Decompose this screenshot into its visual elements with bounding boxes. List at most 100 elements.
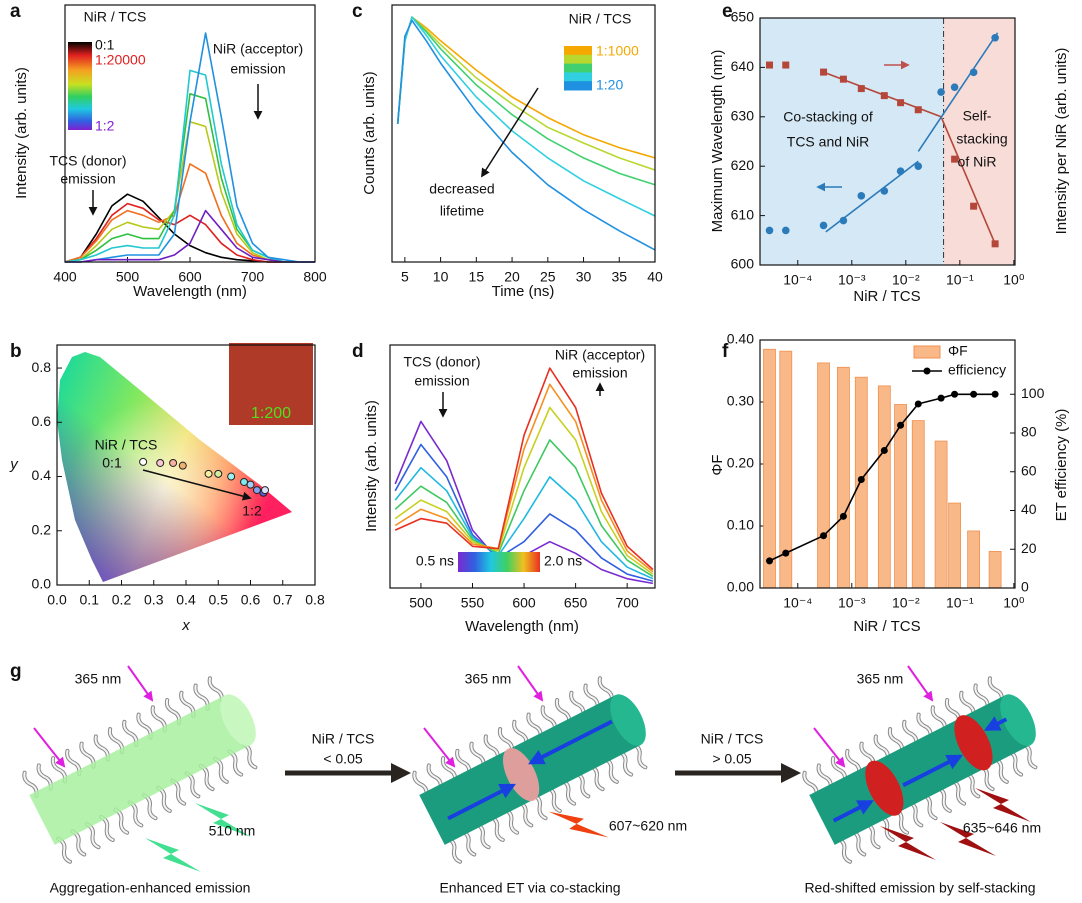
line-marker [839,512,847,520]
panel-label: c [352,1,363,22]
x-tick-label: 10 [433,269,449,285]
scatter-point [782,61,790,69]
bar [988,551,1002,589]
emission-bolt [145,838,201,872]
x-tick-label: 10⁻³ [838,272,866,288]
colorbar [68,42,92,130]
legend-swatch [913,345,941,359]
stack-end [610,694,646,746]
acceptor-disk [954,715,993,771]
annotation: emission [60,171,115,187]
legend-label: 1:1000 [596,43,639,59]
scatter-point [880,187,889,195]
excitation-arrow [33,727,66,768]
step-caption: Aggregation-enhanced emission [50,880,251,896]
colorbar-label: 0.5 ns [416,553,454,569]
colorbar-label: 0:1 [95,37,115,53]
excitation-arrows [33,665,934,768]
x-tick-label: 600 [178,269,202,285]
step-caption: Red-shifted emission by self-stacking [804,880,1035,896]
y2-axis-label: ET efficiency (%) [1053,409,1070,522]
y-tick-label: 0.4 [32,467,52,483]
x-tick-label: 10⁻³ [838,595,866,611]
scatter-point [937,88,945,96]
line-marker [970,390,978,398]
series-line [65,32,315,263]
y2-tick-label: 100 [1021,385,1045,401]
legend-title: NiR / TCS [84,9,147,25]
x-tick-label: 0.0 [47,592,67,608]
series-line [394,466,654,580]
line-marker [820,532,828,540]
x-axis-label: NiR / TCS [853,618,920,635]
panel-label: d [352,341,364,362]
plot-frame [391,4,656,263]
cie-diagram [57,343,313,582]
scatter-point [214,469,223,478]
energy-transfer-arrow [902,754,963,788]
x-tick-label: 0.4 [176,592,196,608]
scatter-point [246,480,255,489]
x-tick-label: 10⁻² [892,272,920,288]
line-marker [897,421,905,429]
x-tick-label: 0.3 [144,592,164,608]
x-tick-label: 10⁻¹ [946,272,974,288]
series-line [396,19,656,251]
panel-label: g [10,661,22,682]
assembly [22,676,258,864]
series-line [394,383,654,573]
line-marker [782,549,790,557]
x-axis-label: Time (ns) [492,283,555,300]
y-tick-label: 610 [731,206,755,222]
x-tick-label: 10⁻² [892,595,920,611]
scatter-point [227,472,236,481]
annotation: of NiR [958,154,997,170]
bar [911,420,925,589]
legend-swatch [923,367,931,375]
plot-frame [759,339,1016,589]
excitation-arrow [517,665,544,702]
series-line [394,367,654,571]
annotation: NiR (acceptor) [213,41,303,57]
annotation: TCS and NiR [787,134,869,150]
y-tick-label: 630 [731,108,755,124]
x-tick-label: 500 [409,595,433,611]
bar [948,502,961,589]
x-tick-label: 10⁻⁴ [783,272,812,288]
x-tick-label: 650 [564,595,588,611]
x-tick-label: 15 [469,269,485,285]
y-tick-label: 0.40 [727,331,754,347]
y-tick-label: 650 [731,9,755,25]
x-tick-label: 0.2 [112,592,132,608]
scatter-point [950,83,959,91]
scatter-point [820,68,828,76]
energy-transfer-arrow [447,783,516,821]
x-tick-label: 0.1 [80,592,100,608]
x-tick-label: 30 [576,269,592,285]
transition-condition: > 0.05 [712,751,752,767]
x-tick-label: 0.7 [273,592,293,608]
line-marker [951,390,959,398]
transition-label: NiR / TCS [701,731,764,747]
legend-swatch [564,54,592,65]
bar [837,366,850,589]
series-line [394,439,654,578]
scatter-point [839,75,847,83]
x-tick-label: 25 [540,269,556,285]
assembly [412,676,648,864]
scatter-point [897,99,905,107]
x-tick-label: 400 [53,269,77,285]
plot-frame [64,4,316,263]
x-axis-label: x [181,617,190,634]
legend-swatch [564,81,592,91]
diagram: g 365 nm 365 nm 365 nm 510 nm 607~620 nm… [10,661,1041,896]
y-axis-label: Maximum Wavelength (nm) [709,50,726,233]
y2-axis-label: Intensity per NiR (arb. units) [1053,48,1070,235]
series-line [65,209,315,263]
x-tick-label: 800 [303,269,327,285]
scatter-point [781,226,790,235]
y-tick-label: 0.30 [727,393,754,409]
plot-frame [759,17,1016,266]
y-tick-label: 0.6 [32,413,52,429]
